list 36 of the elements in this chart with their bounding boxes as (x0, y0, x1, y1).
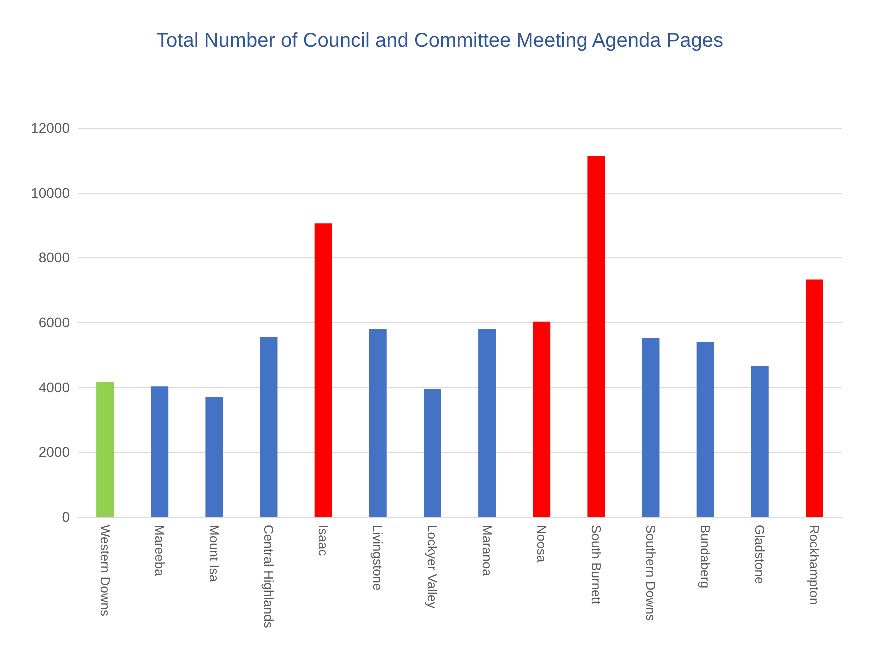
y-tick-label: 4000 (38, 379, 70, 396)
y-tick-label: 0 (62, 509, 70, 525)
bar (206, 397, 224, 517)
chart-title: Total Number of Council and Committee Meeting Agenda Pages (156, 30, 724, 52)
y-tick-label: 12000 (31, 120, 70, 136)
x-tick-label: South Burnett (588, 525, 604, 605)
bar (260, 337, 278, 517)
bar (533, 322, 551, 517)
x-tick-label: Bundaberg (698, 525, 714, 589)
bar (642, 338, 660, 517)
bar (806, 280, 824, 517)
x-tick-label: Lockyer Valley (425, 525, 440, 610)
x-tick-label: Western Downs (98, 525, 113, 618)
x-tick-label: Gladstone (752, 525, 768, 584)
bar (478, 328, 496, 517)
bar (369, 328, 387, 517)
y-tick-label: 6000 (38, 314, 70, 330)
x-tick-label: Rockhampton (807, 525, 822, 606)
x-tick-label: Noosa (534, 525, 550, 564)
bar (696, 342, 714, 517)
x-tick-label: Livingstone (370, 525, 386, 591)
bar (424, 389, 442, 517)
bar (96, 382, 114, 517)
x-tick-label: Maranoa (480, 525, 495, 578)
y-tick-label: 10000 (31, 184, 70, 201)
x-tick-label: Central Highlands (262, 525, 276, 629)
bar (751, 366, 769, 517)
bar (314, 224, 332, 517)
y-tick-label: 8000 (38, 250, 70, 266)
x-tick-label: Isaac (316, 525, 332, 557)
x-tick-label: Mareeba (152, 525, 168, 578)
x-tick-label: Mount Isa (206, 525, 222, 583)
y-tick-label: 2000 (38, 444, 70, 460)
x-tick-label: Southern Downs (644, 525, 658, 622)
bar (151, 386, 169, 517)
bar (588, 156, 606, 517)
